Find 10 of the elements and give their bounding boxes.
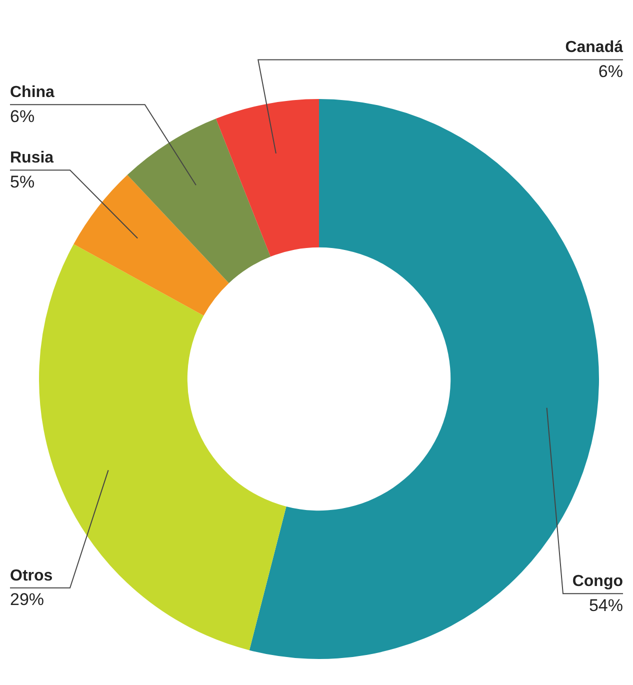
- data-label: 29%: [10, 590, 44, 610]
- data-label: 6%: [10, 106, 35, 126]
- slice-label: Otros: [10, 567, 53, 584]
- data-label: 54%: [588, 596, 623, 615]
- slice-label: Congo: [572, 573, 624, 590]
- slice-label: China: [10, 84, 55, 101]
- slice-label: Rusia: [10, 150, 54, 167]
- data-label: 6%: [598, 62, 623, 81]
- slice-label: Canadá: [565, 39, 624, 56]
- data-label: 5%: [10, 172, 35, 192]
